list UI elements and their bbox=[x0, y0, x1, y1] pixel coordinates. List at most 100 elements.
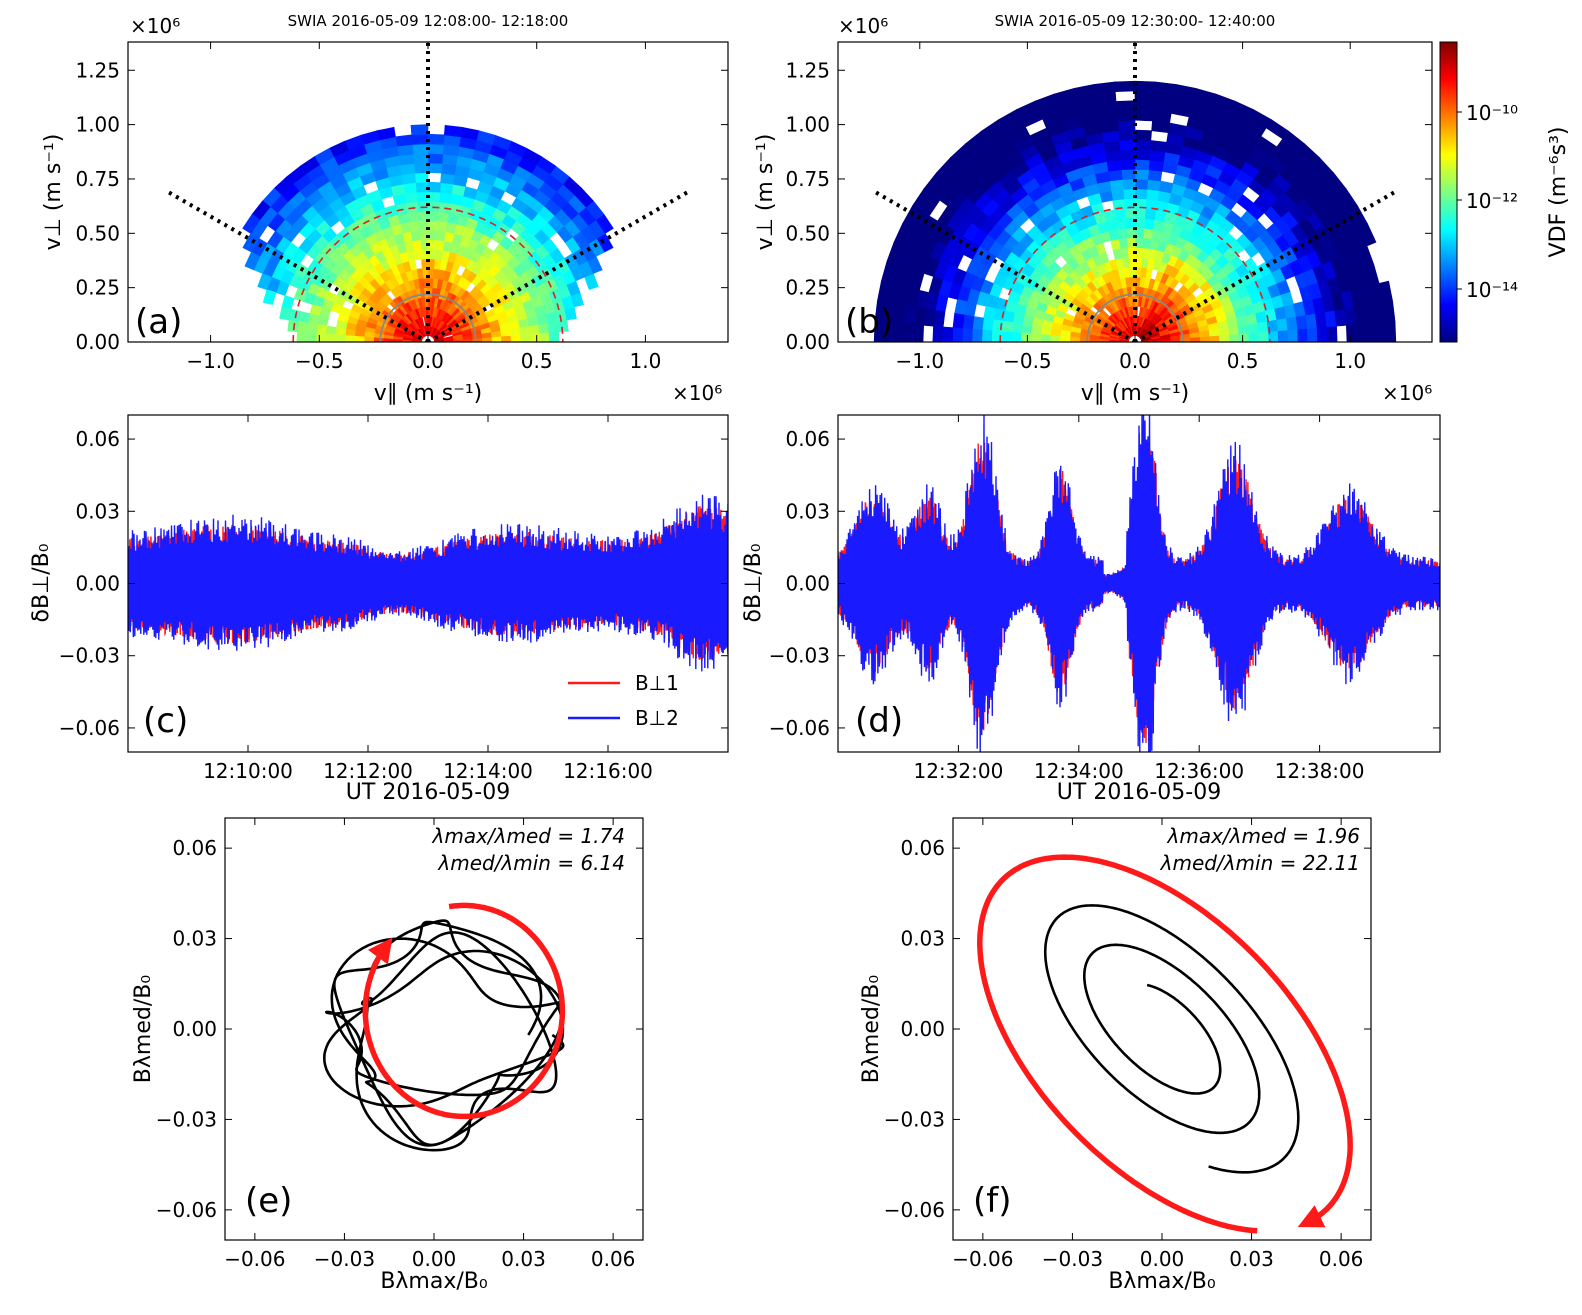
vdf-cell bbox=[334, 334, 346, 342]
vdf-cell bbox=[1147, 169, 1163, 182]
panel-e-ytick-label: 0.00 bbox=[172, 1017, 217, 1041]
panel-e-annotation-1: λmax/λmed = 1.74 bbox=[432, 824, 625, 848]
vdf-cell bbox=[548, 331, 560, 342]
vdf-cell bbox=[405, 201, 419, 213]
vdf-cell bbox=[1145, 188, 1160, 201]
vdf-cell bbox=[427, 133, 445, 145]
panel-f-ytick-label: 0.03 bbox=[900, 927, 945, 951]
vdf-cell bbox=[1139, 266, 1148, 278]
vdf-cell bbox=[1142, 227, 1154, 240]
vdf-cell bbox=[382, 338, 394, 342]
vdf-cell bbox=[1355, 323, 1367, 342]
vdf-cell bbox=[335, 327, 347, 336]
panel-b-title: SWIA 2016-05-09 12:30:00- 12:40:00 bbox=[995, 12, 1276, 30]
vdf-cell bbox=[1115, 100, 1136, 112]
panel-a-label: (a) bbox=[135, 302, 182, 342]
panel-b-xlabel: v∥ (m s⁻¹) bbox=[1081, 381, 1190, 406]
vdf-cell bbox=[1040, 334, 1051, 342]
panel-b-xtick-label: 0.5 bbox=[1227, 349, 1259, 373]
vdf-cell bbox=[971, 328, 983, 342]
vdf-cell bbox=[427, 200, 440, 212]
vdf-cell bbox=[1112, 248, 1123, 260]
panel-f-hodogram bbox=[977, 854, 1353, 1234]
vdf-cell bbox=[434, 249, 443, 261]
panel-c-ytick-label: 0.03 bbox=[75, 499, 120, 523]
vdf-cell bbox=[1219, 334, 1230, 342]
vdf-cell bbox=[1049, 335, 1061, 342]
panel-e: −0.06 −0.03 0.00 0.03 0.06 0.06 0.03 0.00 −0.03 −… bbox=[131, 817, 644, 1294]
vdf-cell bbox=[373, 337, 384, 342]
vdf-cell bbox=[242, 233, 260, 253]
panel-f-ytick-label: −0.03 bbox=[884, 1107, 945, 1131]
panel-e-xtick-label: 0.06 bbox=[591, 1247, 636, 1271]
panel-b-xtick-label: −0.5 bbox=[1003, 349, 1052, 373]
vdf-cell bbox=[279, 306, 292, 321]
vdf-cell bbox=[412, 153, 429, 164]
vdf-cell bbox=[1228, 333, 1240, 342]
vdf-cell bbox=[434, 239, 445, 251]
vdf-cell bbox=[1059, 329, 1071, 338]
panel-a: SWIA 2016-05-09 12:08:00- 12:18:00 ×10⁶ … bbox=[41, 12, 729, 406]
vdf-cell bbox=[942, 326, 954, 342]
vdf-cell bbox=[437, 210, 449, 223]
vdf-cell bbox=[961, 328, 973, 342]
vdf-cell bbox=[287, 319, 299, 333]
vdf-cell bbox=[1001, 320, 1013, 333]
vdf-cell bbox=[983, 305, 996, 320]
vdf-cell bbox=[427, 143, 444, 155]
vdf-cell bbox=[354, 330, 366, 338]
vdf-cell bbox=[1110, 238, 1121, 251]
panel-f-xtick-label: −0.03 bbox=[1042, 1247, 1103, 1271]
panel-d-ytick-label: 0.00 bbox=[785, 572, 830, 596]
solid-circle bbox=[379, 293, 477, 342]
panel-d-ytick-label: 0.06 bbox=[785, 427, 830, 451]
panel-e-label: (e) bbox=[245, 1181, 292, 1221]
panel-e-ytick-label: −0.06 bbox=[156, 1198, 217, 1222]
vdf-cell bbox=[1158, 180, 1174, 194]
vdf-cell bbox=[1384, 321, 1397, 342]
vdf-cell bbox=[1134, 168, 1149, 180]
vdf-cell bbox=[402, 182, 417, 194]
panel-a-ytick-label: 1.25 bbox=[75, 58, 120, 82]
panel-e-xlabel: Bλmax/B₀ bbox=[380, 1269, 488, 1294]
dashed-circle bbox=[999, 207, 1271, 342]
rotation-arrow bbox=[977, 854, 1353, 1234]
panel-d-xtick-label: 12:32:00 bbox=[913, 759, 1003, 783]
vdf-cell bbox=[433, 258, 442, 270]
panel-a-xtick-label: 0.0 bbox=[412, 349, 444, 373]
panel-a-title: SWIA 2016-05-09 12:08:00- 12:18:00 bbox=[288, 12, 569, 30]
panel-a-xscale: ×10⁶ bbox=[672, 381, 722, 405]
vdf-cell bbox=[1059, 335, 1071, 342]
panel-d-xlabel: UT 2016-05-09 bbox=[1057, 780, 1221, 805]
panel-b-xscale: ×10⁶ bbox=[1382, 381, 1432, 405]
colorbar-ticks: 10⁻¹⁰ 10⁻¹² 10⁻¹⁴ bbox=[1457, 101, 1518, 302]
vdf-cell bbox=[306, 332, 317, 342]
vdf-cell bbox=[510, 334, 522, 342]
panel-a-axes: −1.0 −0.5 0.0 0.5 1.0 0.00 0.25 0.50 0.75 1.00 1.2… bbox=[75, 42, 728, 373]
colorbar-tick-label: 10⁻¹⁴ bbox=[1466, 278, 1518, 302]
vdf-cell bbox=[1287, 328, 1299, 342]
vdf-cell bbox=[1154, 81, 1177, 95]
vdf-cell bbox=[427, 153, 444, 164]
vdf-cell bbox=[1030, 333, 1042, 342]
vdf-cell bbox=[1000, 331, 1012, 342]
vdf-cell bbox=[436, 220, 448, 232]
panel-a-ytick-label: 0.00 bbox=[75, 330, 120, 354]
vdf-cell bbox=[539, 332, 550, 342]
hodogram-trace bbox=[322, 919, 565, 1152]
panel-d: 12:32:00 12:34:00 12:36:00 12:38:00 0.06 0.03… bbox=[741, 414, 1441, 805]
vdf-cell bbox=[1146, 179, 1161, 191]
vdf-cell bbox=[1030, 325, 1042, 335]
vdf-cell bbox=[972, 316, 984, 331]
vdf-cell bbox=[437, 201, 451, 213]
panel-a-xlabel: v∥ (m s⁻¹) bbox=[374, 381, 483, 406]
panel-b-xtick-label: 0.0 bbox=[1119, 349, 1151, 373]
vdf-cell bbox=[1144, 208, 1157, 220]
panel-a-ytick-label: 1.00 bbox=[75, 113, 120, 137]
vdf-cell bbox=[1118, 139, 1136, 151]
vdf-cell bbox=[932, 325, 944, 342]
vdf-cell bbox=[1089, 338, 1100, 342]
panel-c-xtick-label: 12:12:00 bbox=[323, 759, 413, 783]
panel-f-xtick-label: 0.03 bbox=[1229, 1247, 1274, 1271]
vdf-cell bbox=[1118, 129, 1136, 141]
